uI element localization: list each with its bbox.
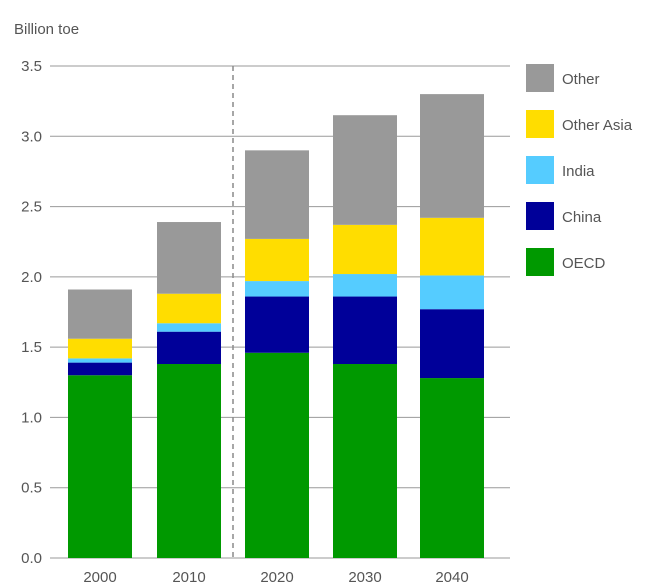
- bar-china-2030: [333, 296, 397, 365]
- bar-china-2000: [68, 362, 132, 376]
- legend: Other Other Asia India China OECD: [526, 64, 633, 276]
- x-tick-label: 2040: [435, 569, 468, 586]
- bar-other-2030: [333, 115, 397, 225]
- legend-swatch-india: [526, 156, 554, 184]
- y-axis-label: Billion toe: [14, 21, 79, 38]
- y-tick-label: 1.5: [21, 339, 42, 356]
- bar-india-2030: [333, 274, 397, 297]
- bar-other-asia-2000: [68, 338, 132, 359]
- x-tick-label: 2030: [348, 569, 381, 586]
- bar-oecd-2020: [245, 352, 309, 558]
- legend-label-other: Other: [562, 71, 600, 88]
- bar-oecd-2010: [157, 364, 221, 558]
- bar-oecd-2000: [68, 375, 132, 558]
- bar-china-2010: [157, 331, 221, 365]
- bar-china-2020: [245, 296, 309, 353]
- y-tick-label: 1.0: [21, 409, 42, 426]
- bar-oecd-2040: [420, 378, 484, 558]
- legend-label-india: India: [562, 163, 595, 180]
- bar-other-asia-2020: [245, 238, 309, 282]
- y-tick-label: 2.0: [21, 269, 42, 286]
- x-tick-label: 2020: [260, 569, 293, 586]
- y-axis-ticks: 0.0 0.5 1.0 1.5 2.0 2.5 3.0 3.5: [21, 58, 42, 567]
- bar-india-2010: [157, 323, 221, 332]
- bar-india-2040: [420, 275, 484, 310]
- y-tick-label: 2.5: [21, 199, 42, 216]
- bar-india-2000: [68, 358, 132, 363]
- legend-label-oecd: OECD: [562, 255, 606, 272]
- bar-other-asia-2010: [157, 293, 221, 324]
- x-tick-label: 2000: [83, 569, 116, 586]
- bar-other-2040: [420, 94, 484, 218]
- legend-swatch-other-asia: [526, 110, 554, 138]
- legend-swatch-oecd: [526, 248, 554, 276]
- bar-other-2000: [68, 289, 132, 339]
- bar-other-asia-2040: [420, 217, 484, 276]
- legend-label-other-asia: Other Asia: [562, 117, 633, 134]
- bar-china-2040: [420, 309, 484, 379]
- y-tick-label: 0.5: [21, 480, 42, 497]
- x-axis-ticks: 2000 2010 2020 2030 2040: [83, 569, 468, 586]
- legend-swatch-china: [526, 202, 554, 230]
- bar-other-2010: [157, 222, 221, 294]
- bar-india-2020: [245, 281, 309, 297]
- legend-label-china: China: [562, 209, 602, 226]
- bar-other-asia-2030: [333, 224, 397, 275]
- bar-other-2020: [245, 150, 309, 239]
- y-tick-label: 3.0: [21, 128, 42, 145]
- y-tick-label: 0.0: [21, 550, 42, 567]
- legend-swatch-other: [526, 64, 554, 92]
- bar-oecd-2030: [333, 364, 397, 558]
- x-tick-label: 2010: [172, 569, 205, 586]
- y-tick-label: 3.5: [21, 58, 42, 75]
- bars: [68, 94, 484, 558]
